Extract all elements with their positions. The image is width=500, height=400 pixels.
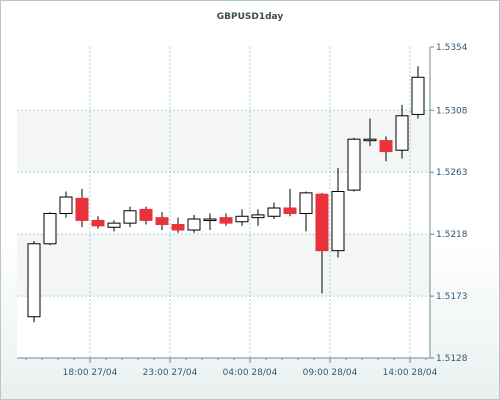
candle-body-up [299, 192, 313, 215]
x-tick-label: 18:00 27/04 [63, 368, 118, 378]
y-tick-label: 1.5128 [436, 354, 468, 364]
plot-band [17, 296, 430, 358]
candle-body-up [59, 196, 73, 215]
y-tick-label: 1.5354 [436, 43, 468, 53]
candle-body-down [155, 217, 169, 226]
candle-body-up [187, 218, 201, 231]
x-axis-labels: 18:00 27/04 23:00 27/04 04:00 28/04 09:00 2… [63, 368, 438, 378]
candle-body-down [91, 219, 105, 227]
candle-body-down [315, 193, 329, 252]
grid-lines [17, 47, 430, 358]
y-tick-label: 1.5218 [436, 230, 468, 240]
candle-body-up [411, 76, 425, 115]
y-tick-label: 1.5308 [436, 106, 468, 116]
x-tick-label: 04:00 28/04 [223, 368, 278, 378]
x-tick-label: 09:00 28/04 [303, 368, 358, 378]
candle-body-down [171, 224, 185, 231]
y-axis-labels: 1.5354 1.5308 1.5263 1.5218 1.5173 1.5128 [436, 43, 468, 364]
plot-band [17, 47, 430, 111]
axes [17, 46, 434, 363]
candle-body-up [331, 190, 345, 252]
y-tick-label: 1.5263 [436, 168, 468, 178]
candle-body-up [267, 207, 281, 217]
chart-title: GBPUSD1day [216, 12, 284, 22]
candle-body-down [139, 208, 153, 221]
candle-body-up [123, 210, 137, 224]
candle-body-up [203, 218, 217, 222]
candle-body-up [107, 222, 121, 228]
candle-body-up [347, 138, 361, 191]
candle-body-down [75, 197, 89, 221]
candle-body-up [27, 243, 41, 318]
x-tick-label: 14:00 28/04 [383, 368, 438, 378]
candle-body-down [283, 207, 297, 215]
candles [27, 66, 425, 323]
x-tick-label: 23:00 27/04 [143, 368, 198, 378]
candle-body-down [379, 140, 393, 153]
y-tick-label: 1.5173 [436, 292, 468, 302]
candle-body-up [251, 214, 265, 219]
plot-band [17, 234, 430, 297]
plot-band [17, 110, 430, 173]
candle-body-down [219, 217, 233, 224]
candle-body-up [43, 213, 57, 245]
candle-body-up [395, 115, 409, 151]
candle-body-up [363, 138, 377, 142]
candle-body-up [235, 215, 249, 223]
